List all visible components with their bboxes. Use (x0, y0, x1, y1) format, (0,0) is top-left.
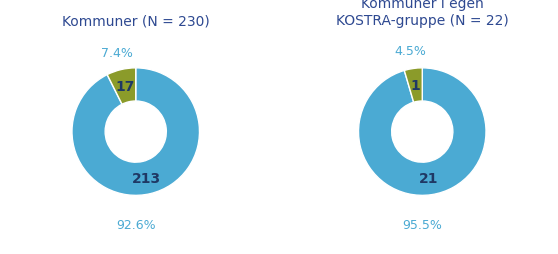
Text: 21: 21 (419, 172, 439, 186)
Text: 92.6%: 92.6% (116, 218, 156, 231)
Text: 95.5%: 95.5% (402, 218, 442, 231)
Wedge shape (107, 69, 136, 105)
Text: 1: 1 (411, 78, 420, 92)
Text: 213: 213 (132, 171, 161, 185)
Wedge shape (72, 69, 200, 196)
Text: 7.4%: 7.4% (101, 46, 133, 59)
Text: 4.5%: 4.5% (395, 45, 426, 58)
Wedge shape (405, 69, 422, 103)
Text: 17: 17 (115, 80, 134, 93)
Title: Kommuner (N = 230): Kommuner (N = 230) (62, 14, 210, 28)
Title: Kommuner i egen
KOSTRA-gruppe (N = 22): Kommuner i egen KOSTRA-gruppe (N = 22) (336, 0, 509, 28)
Wedge shape (358, 69, 486, 196)
